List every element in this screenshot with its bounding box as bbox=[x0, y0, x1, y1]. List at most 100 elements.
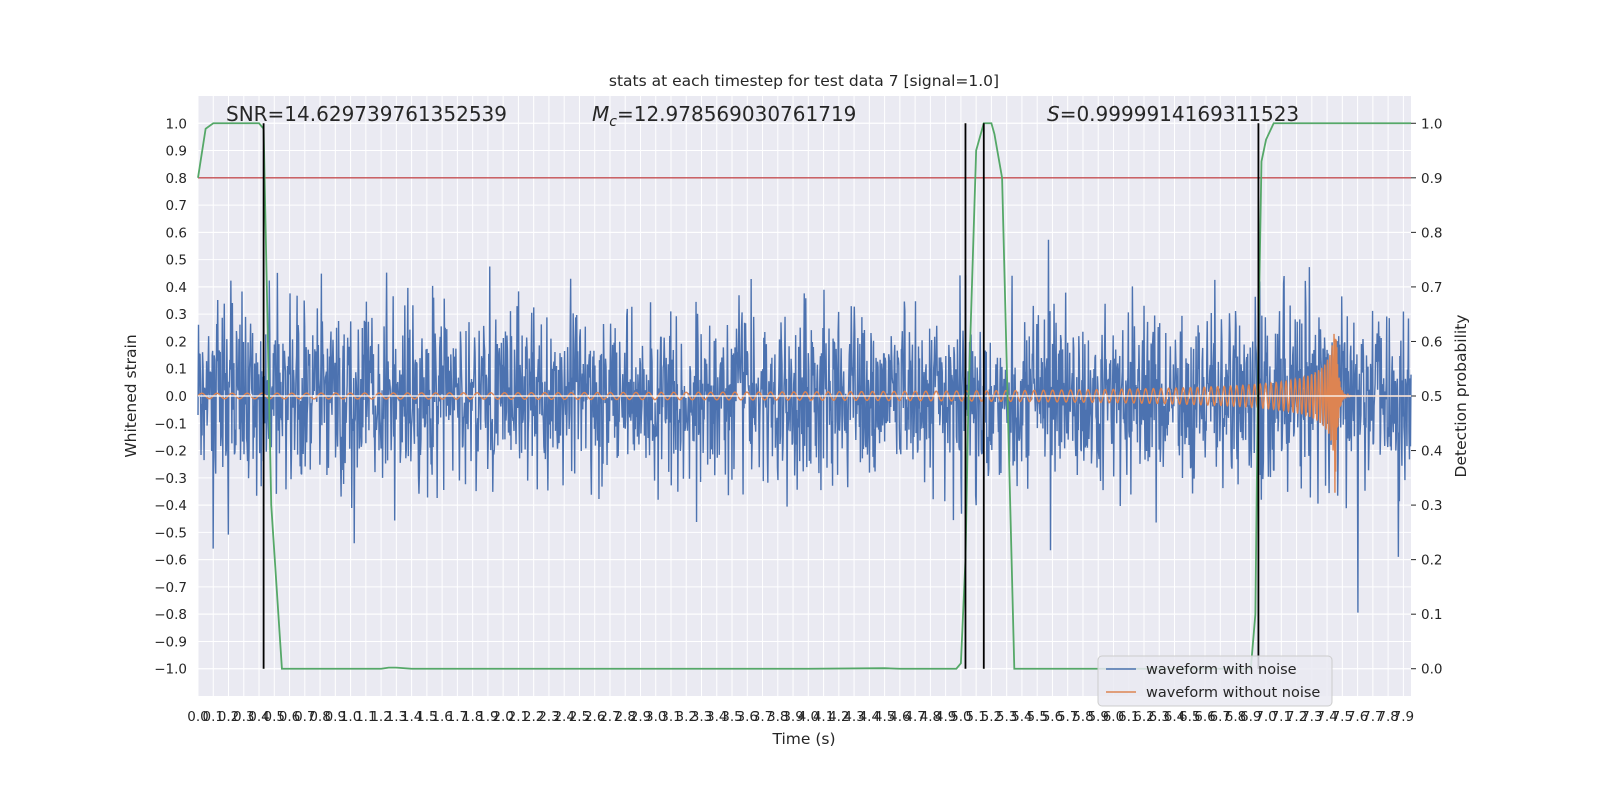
x-tick-label: 6.0 bbox=[1103, 709, 1124, 725]
x-tick-label: 1.6 bbox=[431, 709, 452, 725]
x-tick-label: 0.3 bbox=[233, 709, 254, 725]
x-tick-label: 7.1 bbox=[1271, 709, 1292, 725]
y-tick-label: 1.0 bbox=[166, 116, 187, 132]
x-tick-label: 5.9 bbox=[1087, 709, 1108, 725]
clean-waveform-line bbox=[197, 333, 1411, 493]
y2-tick-label: 0.8 bbox=[1421, 225, 1442, 241]
y2-tick-label: 1.0 bbox=[1421, 116, 1442, 132]
y-tick-label: −0.1 bbox=[154, 416, 187, 432]
x-tick-label: 5.1 bbox=[965, 709, 986, 725]
y-tick-label: −0.5 bbox=[154, 525, 187, 541]
y-tick-label: −0.9 bbox=[154, 634, 187, 650]
y-axis-label: Whitened strain bbox=[122, 334, 140, 457]
x-tick-label: 3.6 bbox=[737, 709, 758, 725]
x-tick-label: 6.9 bbox=[1240, 709, 1261, 725]
x-tick-label: 3.0 bbox=[645, 709, 666, 725]
y-tick-label: −0.6 bbox=[154, 553, 187, 569]
y-tick-label: 0.5 bbox=[166, 253, 187, 269]
x-tick-label: 3.2 bbox=[676, 709, 697, 725]
y-tick-label: 0.4 bbox=[166, 280, 187, 296]
x-tick-label: 2.5 bbox=[569, 709, 590, 725]
x-tick-label: 7.8 bbox=[1377, 709, 1398, 725]
y-tick-label: −0.4 bbox=[154, 498, 187, 514]
x-tick-label: 2.1 bbox=[508, 709, 529, 725]
x-tick-label: 7.4 bbox=[1316, 709, 1337, 725]
x-tick-label: 2.3 bbox=[538, 709, 559, 725]
y-tick-label: −0.3 bbox=[154, 471, 187, 487]
legend: waveform with noise waveform without noi… bbox=[1097, 655, 1333, 707]
y-tick-label: 0.3 bbox=[166, 307, 187, 323]
x-tick-label: 0.8 bbox=[309, 709, 330, 725]
x-tick-label: 3.7 bbox=[752, 709, 773, 725]
y-tick-label: 0.7 bbox=[166, 198, 187, 214]
x-tick-label: 0.1 bbox=[203, 709, 224, 725]
chart-title: stats at each timestep for test data 7 [… bbox=[609, 72, 999, 90]
x-tick-label: 0.0 bbox=[187, 709, 208, 725]
x-tick-label: 6.6 bbox=[1194, 709, 1215, 725]
y-tick-label: 0.1 bbox=[166, 362, 187, 378]
legend-box bbox=[1097, 655, 1333, 707]
x-tick-label: 0.9 bbox=[325, 709, 346, 725]
y-tick-label: −0.7 bbox=[154, 580, 187, 596]
x-tick-label: 2.4 bbox=[553, 709, 574, 725]
x-tick-label: 1.3 bbox=[386, 709, 407, 725]
x-tick-label: 6.8 bbox=[1225, 709, 1246, 725]
y2-axis-label: Detection probability bbox=[1452, 315, 1470, 478]
x-tick-label: 7.2 bbox=[1286, 709, 1307, 725]
x-tick-label: 4.0 bbox=[798, 709, 819, 725]
snr-annotation: SNR=14.629739761352539 bbox=[226, 102, 507, 126]
y2-tick-label: 0.9 bbox=[1421, 171, 1442, 187]
y2-tick-label: 0.3 bbox=[1421, 498, 1442, 514]
x-tick-label: 4.7 bbox=[904, 709, 925, 725]
x-tick-label: 1.0 bbox=[340, 709, 361, 725]
x-tick-label: 6.3 bbox=[1149, 709, 1170, 725]
y-tick-label: −0.8 bbox=[154, 607, 187, 623]
x-tick-label: 1.4 bbox=[401, 709, 422, 725]
x-tick-label: 4.5 bbox=[874, 709, 895, 725]
x-tick-label: 6.5 bbox=[1179, 709, 1200, 725]
x-tick-label: 3.5 bbox=[721, 709, 742, 725]
chirp-mass-annotation: Mc=12.978569030761719 bbox=[592, 102, 856, 130]
x-tick-label: 1.2 bbox=[370, 709, 391, 725]
y-tick-label: 0.9 bbox=[166, 144, 187, 160]
x-tick-label: 1.5 bbox=[416, 709, 437, 725]
x-tick-label: 7.5 bbox=[1332, 709, 1353, 725]
x-tick-label: 5.2 bbox=[981, 709, 1002, 725]
x-tick-label: 4.1 bbox=[813, 709, 834, 725]
y2-tick-label: 0.5 bbox=[1421, 389, 1442, 405]
y-tick-label: 0.2 bbox=[166, 334, 187, 350]
x-tick-label: 2.0 bbox=[492, 709, 513, 725]
x-tick-label: 3.9 bbox=[782, 709, 803, 725]
x-tick-label: 1.8 bbox=[462, 709, 483, 725]
x-tick-label: 2.6 bbox=[584, 709, 605, 725]
legend-label-noise: waveform with noise bbox=[1146, 662, 1297, 678]
x-tick-label: 5.8 bbox=[1072, 709, 1093, 725]
x-tick-label: 0.6 bbox=[279, 709, 300, 725]
x-tick-label: 3.3 bbox=[691, 709, 712, 725]
y2-tick-label: 0.6 bbox=[1421, 334, 1442, 350]
x-tick-label: 1.7 bbox=[447, 709, 468, 725]
x-tick-label: 4.9 bbox=[935, 709, 956, 725]
series-layer bbox=[197, 122, 1412, 670]
x-tick-label: 5.4 bbox=[1011, 709, 1032, 725]
legend-label-clean: waveform without noise bbox=[1146, 685, 1320, 701]
x-tick-label: 0.4 bbox=[248, 709, 269, 725]
y2-tick-label: 0.1 bbox=[1421, 607, 1442, 623]
x-tick-label: 0.2 bbox=[218, 709, 239, 725]
y-tick-label: −1.0 bbox=[154, 662, 187, 678]
x-tick-label: 6.7 bbox=[1210, 709, 1231, 725]
s-annotation: S=0.9999914169311523 bbox=[1047, 102, 1299, 126]
mc-symbol: M bbox=[592, 102, 609, 126]
mc-value: =12.978569030761719 bbox=[617, 102, 856, 126]
x-tick-label: 2.8 bbox=[614, 709, 635, 725]
y2-tick-label: 0.4 bbox=[1421, 444, 1442, 460]
y2-tick-label: 0.0 bbox=[1421, 662, 1442, 678]
x-tick-label: 4.6 bbox=[889, 709, 910, 725]
y-tick-label: 0.6 bbox=[166, 225, 187, 241]
x-tick-label: 6.4 bbox=[1164, 709, 1185, 725]
x-tick-label: 4.4 bbox=[859, 709, 880, 725]
noise-waveform-line bbox=[197, 239, 1412, 613]
x-tick-label: 5.6 bbox=[1042, 709, 1063, 725]
y-tick-label: −0.2 bbox=[154, 444, 187, 460]
x-tick-label: 1.1 bbox=[355, 709, 376, 725]
